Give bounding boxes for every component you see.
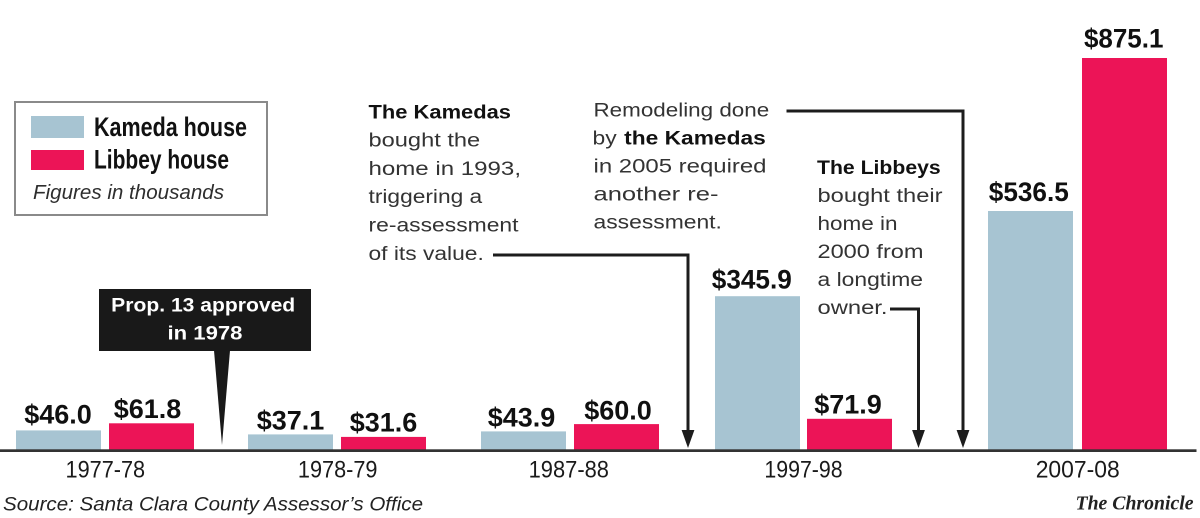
svg-text:by: by [593,129,618,150]
svg-text:home in: home in [818,214,898,235]
svg-text:bought the: bought the [369,131,481,152]
svg-text:$71.9: $71.9 [814,390,882,420]
svg-text:the Kamedas: the Kamedas [624,129,766,150]
svg-text:2000 from: 2000 from [818,242,924,263]
svg-text:$60.0: $60.0 [584,396,652,426]
svg-text:in 2005 required: in 2005 required [594,157,767,178]
svg-text:in 1978: in 1978 [168,323,243,345]
svg-text:2007-08: 2007-08 [1036,457,1120,484]
svg-text:$875.1: $875.1 [1084,24,1164,54]
svg-text:$46.0: $46.0 [24,400,92,430]
svg-text:$43.9: $43.9 [488,403,556,433]
svg-text:1997-98: 1997-98 [764,457,842,484]
svg-text:Figures in thousands: Figures in thousands [33,182,224,204]
svg-text:Source: Santa Clara County Ass: Source: Santa Clara County Assessor’s Of… [3,494,423,516]
svg-text:$37.1: $37.1 [257,406,325,436]
svg-text:bought their: bought their [818,186,944,207]
svg-text:The Libbeys: The Libbeys [817,158,941,179]
svg-text:Prop. 13 approved: Prop. 13 approved [111,294,295,316]
svg-text:owner.: owner. [818,298,888,319]
svg-text:a longtime: a longtime [818,270,924,291]
svg-text:1977-78: 1977-78 [66,457,146,484]
svg-text:triggering a: triggering a [369,187,483,208]
svg-text:Kameda house: Kameda house [94,112,247,142]
svg-text:$536.5: $536.5 [989,177,1069,207]
svg-text:1978-79: 1978-79 [298,457,378,484]
svg-text:re-assessment: re-assessment [369,216,520,237]
svg-text:home in 1993,: home in 1993, [369,159,522,180]
svg-text:Libbey house: Libbey house [94,144,229,174]
svg-text:$31.6: $31.6 [350,408,418,438]
svg-text:assessment.: assessment. [594,212,722,233]
svg-text:The Chronicle: The Chronicle [1076,493,1194,514]
svg-text:1987-88: 1987-88 [529,457,609,484]
svg-text:$345.9: $345.9 [712,265,792,295]
svg-text:another re-: another re- [594,184,719,205]
svg-text:$61.8: $61.8 [114,394,182,424]
svg-text:Remodeling done: Remodeling done [594,101,770,122]
svg-text:of its value.: of its value. [369,244,484,265]
svg-text:The Kamedas: The Kamedas [369,102,512,123]
